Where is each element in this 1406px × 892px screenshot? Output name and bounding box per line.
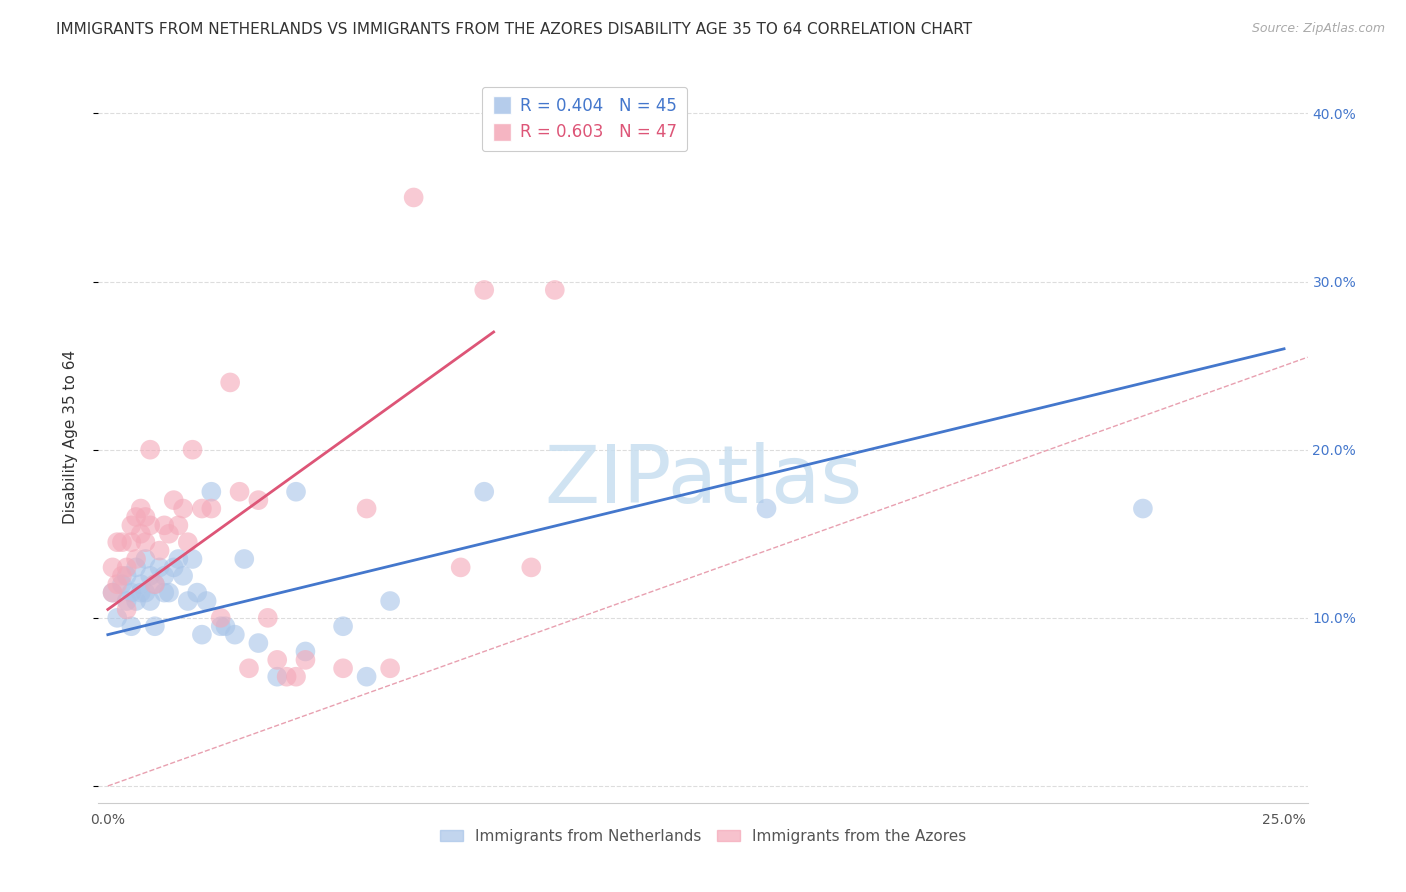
Point	[111, 569, 134, 583]
Point	[285, 484, 308, 499]
Point	[1132, 501, 1154, 516]
Point	[125, 510, 148, 524]
Point	[294, 644, 316, 658]
Point	[209, 619, 232, 633]
Point	[129, 501, 152, 516]
Point	[134, 510, 156, 524]
Point	[115, 569, 138, 583]
Point	[139, 518, 162, 533]
Point	[129, 585, 152, 599]
Point	[139, 594, 162, 608]
Point	[224, 627, 246, 641]
Point	[195, 594, 218, 608]
Point	[472, 283, 495, 297]
Point	[105, 535, 128, 549]
Point	[153, 585, 176, 599]
Point	[125, 552, 148, 566]
Point	[115, 602, 138, 616]
Point	[101, 585, 124, 599]
Point	[200, 501, 222, 516]
Point	[120, 619, 142, 633]
Point	[134, 585, 156, 599]
Point	[256, 611, 278, 625]
Point	[149, 543, 172, 558]
Point	[191, 627, 214, 641]
Point	[115, 594, 138, 608]
Legend: Immigrants from Netherlands, Immigrants from the Azores: Immigrants from Netherlands, Immigrants …	[434, 822, 972, 850]
Point	[200, 484, 222, 499]
Point	[163, 493, 186, 508]
Point	[149, 560, 172, 574]
Point	[181, 552, 204, 566]
Point	[219, 376, 242, 390]
Point	[172, 501, 194, 516]
Point	[129, 526, 152, 541]
Point	[209, 611, 232, 625]
Point	[356, 670, 378, 684]
Y-axis label: Disability Age 35 to 64: Disability Age 35 to 64	[63, 350, 77, 524]
Point	[134, 552, 156, 566]
Point	[294, 653, 316, 667]
Point	[125, 594, 148, 608]
Point	[567, 106, 589, 120]
Point	[356, 501, 378, 516]
Point	[115, 560, 138, 574]
Point	[332, 661, 354, 675]
Point	[153, 569, 176, 583]
Point	[378, 661, 401, 675]
Text: ZIPatlas: ZIPatlas	[544, 442, 862, 520]
Point	[101, 560, 124, 574]
Point	[143, 619, 166, 633]
Point	[157, 526, 180, 541]
Point	[129, 577, 152, 591]
Point	[153, 518, 176, 533]
Point	[139, 569, 162, 583]
Point	[266, 670, 288, 684]
Point	[276, 670, 298, 684]
Text: IMMIGRANTS FROM NETHERLANDS VS IMMIGRANTS FROM THE AZORES DISABILITY AGE 35 TO 6: IMMIGRANTS FROM NETHERLANDS VS IMMIGRANT…	[56, 22, 973, 37]
Point	[120, 585, 142, 599]
Point	[247, 636, 270, 650]
Point	[247, 493, 270, 508]
Point	[120, 535, 142, 549]
Point	[177, 535, 200, 549]
Point	[238, 661, 260, 675]
Point	[186, 585, 208, 599]
Point	[520, 560, 543, 574]
Point	[172, 569, 194, 583]
Point	[214, 619, 236, 633]
Point	[125, 560, 148, 574]
Point	[755, 501, 778, 516]
Point	[167, 518, 190, 533]
Point	[157, 585, 180, 599]
Point	[134, 535, 156, 549]
Text: Source: ZipAtlas.com: Source: ZipAtlas.com	[1251, 22, 1385, 36]
Point	[472, 484, 495, 499]
Point	[163, 560, 186, 574]
Point	[378, 594, 401, 608]
Point	[120, 518, 142, 533]
Point	[101, 585, 124, 599]
Point	[191, 501, 214, 516]
Point	[266, 653, 288, 667]
Point	[402, 190, 425, 204]
Point	[111, 535, 134, 549]
Point	[177, 594, 200, 608]
Point	[332, 619, 354, 633]
Point	[139, 442, 162, 457]
Point	[233, 552, 256, 566]
Point	[181, 442, 204, 457]
Point	[143, 577, 166, 591]
Point	[228, 484, 250, 499]
Point	[105, 611, 128, 625]
Point	[111, 577, 134, 591]
Point	[105, 577, 128, 591]
Point	[450, 560, 472, 574]
Point	[143, 577, 166, 591]
Point	[167, 552, 190, 566]
Point	[544, 283, 567, 297]
Point	[285, 670, 308, 684]
